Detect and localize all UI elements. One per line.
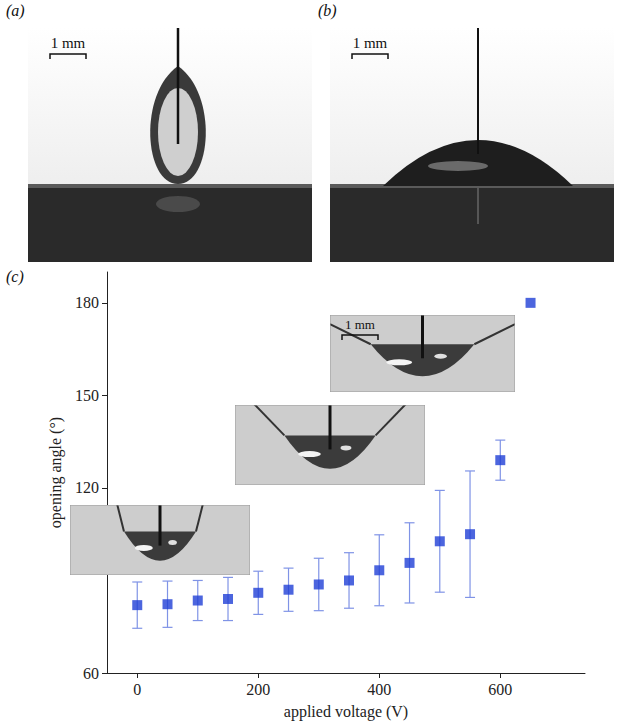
svg-text:120: 120 bbox=[75, 479, 99, 496]
svg-text:180: 180 bbox=[75, 294, 99, 311]
svg-text:60: 60 bbox=[83, 665, 99, 682]
svg-text:applied voltage (V): applied voltage (V) bbox=[284, 703, 408, 721]
svg-text:0: 0 bbox=[133, 681, 141, 698]
svg-text:200: 200 bbox=[246, 681, 270, 698]
html-text:(c): (c) bbox=[6, 268, 24, 285]
svg-text:600: 600 bbox=[488, 681, 512, 698]
html-text:(a): (a) bbox=[6, 2, 25, 19]
svg-text:1 mm: 1 mm bbox=[51, 35, 86, 51]
html-text:(b): (b) bbox=[318, 2, 337, 19]
svg-text:opening angle (°): opening angle (°) bbox=[47, 417, 65, 528]
svg-text:1 mm: 1 mm bbox=[353, 35, 388, 51]
svg-text:400: 400 bbox=[367, 681, 391, 698]
svg-text:150: 150 bbox=[75, 387, 99, 404]
svg-text:1 mm: 1 mm bbox=[345, 317, 375, 332]
